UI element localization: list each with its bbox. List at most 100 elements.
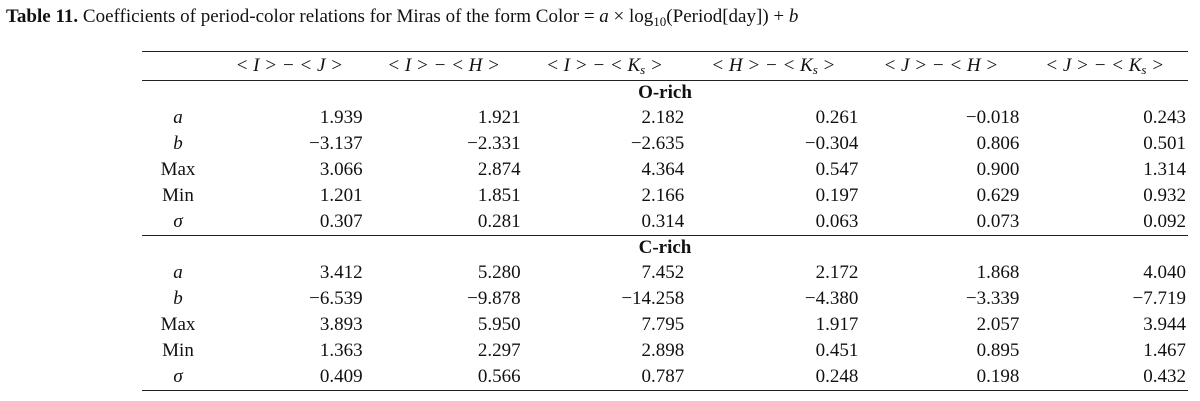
table-cell: 0.451: [815, 340, 859, 361]
table-cell: 7.452: [641, 262, 685, 283]
header-col-6: < J > − < Ks >: [1045, 55, 1165, 77]
table-cell: 3.412: [319, 262, 363, 283]
table-cell: 2.172: [815, 262, 859, 283]
section-title: O-rich: [638, 82, 692, 103]
table-cell: 1.921: [477, 107, 521, 128]
table-cell: 3.066: [319, 159, 363, 180]
table-cell: 0.063: [815, 211, 859, 232]
table-cell: −14.258: [621, 288, 685, 309]
header-col-5: < J > − < H >: [883, 55, 999, 76]
formula-times: ×: [613, 6, 625, 27]
formula-arg: (Period[day]) +: [666, 6, 785, 27]
table-header-row: < I > − < J > < I > − < H > < I > − < Ks…: [142, 51, 1188, 81]
formula-log-base: 10: [653, 14, 667, 29]
table-row: a 3.412 5.280 7.452 2.172 1.868 4.040: [142, 260, 1188, 286]
formula-a: a: [599, 6, 609, 27]
caption-label: Table 11.: [6, 6, 79, 27]
table-cell: 0.629: [976, 185, 1020, 206]
header-col-4: < H > − < Ks >: [711, 55, 836, 77]
caption-text: Coefficients of period-color relations f…: [82, 6, 595, 27]
table-cell: 2.874: [477, 159, 521, 180]
table-cell: 1.939: [319, 107, 363, 128]
row-label: Min: [162, 185, 194, 206]
section-title-row: O-rich: [142, 81, 1188, 106]
table-cell: 0.243: [1143, 107, 1186, 128]
table-cell: −4.380: [804, 288, 859, 309]
formula-log: log: [629, 6, 654, 27]
table-row: σ 0.409 0.566 0.787 0.248 0.198 0.432: [142, 364, 1188, 391]
row-label: a: [173, 107, 183, 128]
table-cell: 5.950: [477, 314, 521, 335]
table-cell: 1.363: [319, 340, 363, 361]
table-row: b −6.539 −9.878 −14.258 −4.380 −3.339 −7.719: [142, 286, 1188, 312]
section-title: C-rich: [638, 237, 692, 258]
table-cell: 0.432: [1143, 366, 1186, 387]
table-row: σ 0.307 0.281 0.314 0.063 0.073 0.092: [142, 209, 1188, 236]
table-cell: 2.898: [641, 340, 685, 361]
table-row: a 1.939 1.921 2.182 0.261 −0.018 0.243: [142, 105, 1188, 131]
table-cell: 2.166: [641, 185, 685, 206]
table-cell: 1.201: [319, 185, 363, 206]
table-cell: 2.297: [477, 340, 521, 361]
table-cell: 0.248: [815, 366, 859, 387]
section-title-row: C-rich: [142, 235, 1188, 261]
table-cell: 0.501: [1143, 133, 1186, 154]
table-cell: −7.719: [1132, 288, 1186, 309]
row-label: a: [173, 262, 183, 283]
table-cell: 7.795: [641, 314, 685, 335]
table-row: Max 3.893 5.950 7.795 1.917 2.057 3.944: [142, 312, 1188, 338]
table-cell: 4.364: [641, 159, 685, 180]
table-cell: 0.787: [641, 366, 685, 387]
table-cell: −6.539: [309, 288, 363, 309]
table-cell: 0.806: [976, 133, 1020, 154]
header-col-3: < I > − < Ks >: [546, 55, 663, 77]
formula-b: b: [788, 6, 799, 27]
table-cell: 0.073: [976, 211, 1020, 232]
table-cell: 0.895: [976, 340, 1020, 361]
coefficients-table: < I > − < J > < I > − < H > < I > − < Ks…: [142, 51, 1188, 391]
table-cell: 1.868: [976, 262, 1020, 283]
table-cell: 0.198: [976, 366, 1020, 387]
table-row: Min 1.363 2.297 2.898 0.451 0.895 1.467: [142, 338, 1188, 364]
row-label: Max: [160, 314, 196, 335]
table-cell: 5.280: [477, 262, 521, 283]
table-cell: 3.944: [1143, 314, 1186, 335]
table-cell: −2.331: [467, 133, 521, 154]
row-label: b: [173, 133, 183, 154]
table-cell: −0.018: [965, 107, 1020, 128]
table-cell: 0.314: [641, 211, 685, 232]
table-row: Max 3.066 2.874 4.364 0.547 0.900 1.314: [142, 157, 1188, 183]
table-cell: 0.932: [1143, 185, 1186, 206]
table-cell: 0.197: [815, 185, 859, 206]
section-o-rich: O-rich a 1.939 1.921 2.182 0.261 −0.018 0.243 b −…: [142, 81, 1188, 236]
header-row-label: [142, 52, 214, 81]
table-cell: 0.092: [1143, 211, 1186, 232]
row-label: Min: [162, 340, 194, 361]
row-label: σ: [173, 211, 183, 232]
table-row: Min 1.201 1.851 2.166 0.197 0.629 0.932: [142, 183, 1188, 209]
table-cell: −3.339: [965, 288, 1020, 309]
table-cell: −0.304: [804, 133, 859, 154]
header-col-1: < I > − < J >: [235, 55, 343, 76]
table-cell: −3.137: [309, 133, 363, 154]
table-cell: 3.893: [319, 314, 363, 335]
table-cell: 0.547: [815, 159, 859, 180]
header-col-2: < I > − < H >: [387, 55, 500, 76]
section-c-rich: C-rich a 3.412 5.280 7.452 2.172 1.868 4.040 b −6…: [142, 235, 1188, 391]
row-label: σ: [173, 366, 183, 387]
table-cell: 2.182: [641, 107, 685, 128]
table-cell: 2.057: [976, 314, 1020, 335]
table-cell: 0.261: [815, 107, 859, 128]
row-label: b: [173, 288, 183, 309]
table-cell: 0.409: [319, 366, 363, 387]
table-cell: 1.917: [815, 314, 859, 335]
table-cell: 0.566: [477, 366, 521, 387]
table-row: b −3.137 −2.331 −2.635 −0.304 0.806 0.501: [142, 131, 1188, 157]
table-cell: 1.851: [477, 185, 521, 206]
table-cell: 0.900: [976, 159, 1020, 180]
table-cell: 4.040: [1143, 262, 1186, 283]
row-label: Max: [160, 159, 196, 180]
table-caption: Table 11. Coefficients of period-color r…: [6, 6, 798, 28]
table-cell: 1.467: [1143, 340, 1186, 361]
table-cell: 1.314: [1143, 159, 1186, 180]
